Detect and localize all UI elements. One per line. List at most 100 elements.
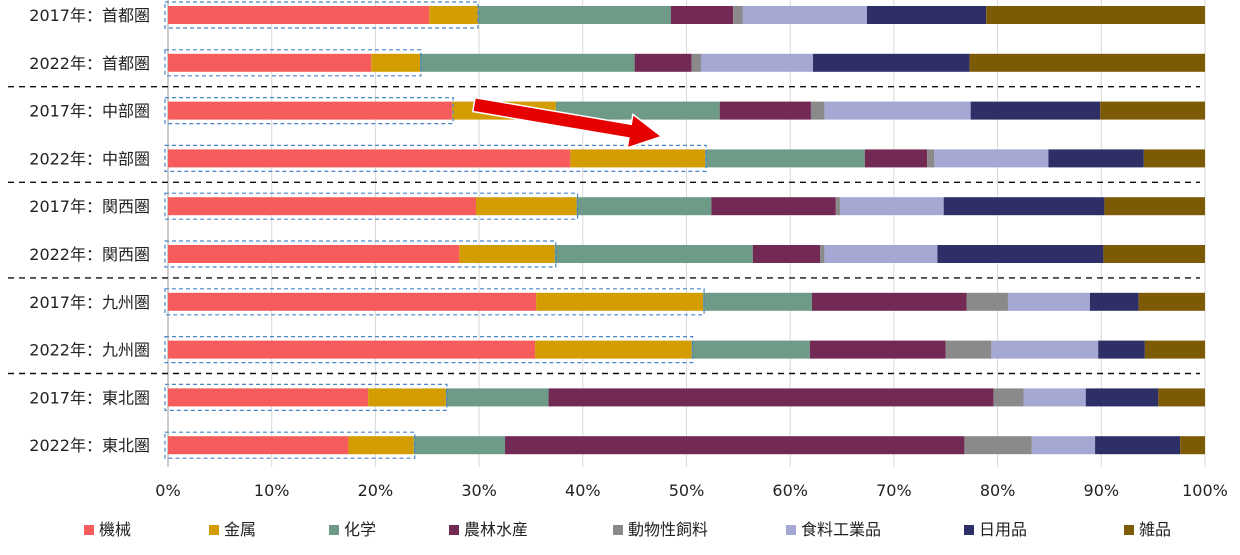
bar-segment [719, 101, 811, 120]
bar-segment [945, 340, 992, 359]
bar-segment [733, 6, 743, 24]
bar-segment [701, 53, 814, 72]
bar-segment [824, 101, 971, 120]
category-label: 2022年：東北圏 [29, 436, 150, 455]
bar-segment [943, 197, 1105, 216]
category-label: 2022年：首都圏 [29, 54, 150, 73]
x-tick-label: 10% [254, 481, 290, 500]
bar-segment [419, 53, 635, 72]
bar-segment [168, 197, 476, 216]
bar-segment [168, 6, 430, 24]
bar-segment [691, 53, 702, 72]
bar-segment [168, 101, 453, 120]
bar-segment [866, 6, 987, 24]
bar-segment [1095, 436, 1181, 455]
bar-segment [934, 149, 1049, 168]
category-label: 2017年：首都圏 [29, 6, 150, 25]
x-tick-label: 70% [876, 481, 912, 500]
highlight-box [164, 1, 479, 29]
bar-segment [459, 245, 555, 263]
bar-segment [168, 388, 369, 407]
legend-swatch [1124, 525, 1134, 535]
bar-segment [548, 388, 994, 407]
trend-arrow [471, 96, 664, 150]
bar-segment [1138, 292, 1205, 311]
bar-segment [168, 292, 537, 311]
bar-segment [554, 245, 753, 263]
bar-segment [1104, 197, 1205, 216]
bar-segment [991, 340, 1099, 359]
x-tick-label: 40% [565, 481, 601, 500]
bar-segment [371, 53, 420, 72]
bar-segment [811, 292, 967, 311]
bar-segment [576, 197, 712, 216]
bar-segment [413, 436, 506, 455]
highlight-box [164, 192, 579, 220]
bar-segment [505, 436, 965, 455]
highlight-box [164, 240, 557, 268]
x-tick-label: 50% [669, 481, 705, 500]
highlight-box [164, 144, 707, 172]
legend-label: 化学 [344, 520, 376, 539]
bar-segment [478, 6, 671, 24]
bar-segment [535, 340, 692, 359]
category-label: 2017年：九州圏 [29, 293, 150, 312]
bar-segment [711, 197, 836, 216]
legend-swatch [964, 525, 974, 535]
bar-segment [835, 197, 840, 216]
bar-segment [168, 436, 349, 455]
bar-segment [937, 245, 1104, 263]
legend-swatch [84, 525, 94, 535]
x-tick-label: 20% [358, 481, 394, 500]
legend-swatch [786, 525, 796, 535]
highlight-box [164, 49, 422, 77]
category-label: 2017年：中部圏 [29, 102, 150, 121]
bar-segment [475, 197, 577, 216]
legend-label: 食料工業品 [801, 520, 881, 539]
legend-label: 農林水産 [464, 520, 528, 539]
bar-segment [368, 388, 446, 407]
legend-swatch [449, 525, 459, 535]
bar-segment [1007, 292, 1090, 311]
bar-segment [742, 6, 867, 24]
bar-segment [1180, 436, 1205, 455]
bar-segment [752, 245, 821, 263]
category-label: 2022年：関西圏 [29, 245, 150, 264]
bar-segment [1143, 149, 1205, 168]
bar-segment [986, 6, 1205, 24]
legend-swatch [613, 525, 623, 535]
bar-segment [820, 245, 825, 263]
bar-segment [1144, 340, 1205, 359]
category-label: 2017年：東北圏 [29, 388, 150, 407]
legend-label: 機械 [99, 520, 131, 539]
bar-segment [705, 149, 865, 168]
bar-segment [839, 197, 944, 216]
bar-segment [634, 53, 692, 72]
x-tick-label: 100% [1182, 481, 1228, 500]
bar-segment [348, 436, 414, 455]
bar-segment [445, 388, 549, 407]
highlight-box [164, 336, 694, 364]
bar-segment [964, 436, 1032, 455]
category-label: 2022年：九州圏 [29, 341, 150, 360]
arrow-shape [471, 96, 664, 150]
bar-segment [168, 245, 460, 263]
bar-segment [809, 340, 946, 359]
bar-segment [555, 101, 720, 120]
bar-segment [1048, 149, 1144, 168]
bar-segment [168, 53, 372, 72]
legend-swatch [329, 525, 339, 535]
bar-segment [1023, 388, 1086, 407]
bar-segment [1158, 388, 1205, 407]
group-dividers [8, 85, 1200, 375]
bar-segment [864, 149, 928, 168]
highlight-box [164, 431, 416, 459]
legend: 機械 金属 化学 農林水産 動物性飼料 食料工業品 日用品 雑品 [84, 520, 1171, 539]
x-tick-label: 60% [772, 481, 808, 500]
x-tick-labels: 0% 10% 20% 30% 40% 50% 60% 70% 80% 90% 100% [155, 481, 1228, 500]
x-tick-label: 90% [1084, 481, 1120, 500]
bar-segment [1089, 292, 1139, 311]
x-tick-label: 30% [461, 481, 497, 500]
legend-label: 動物性飼料 [628, 520, 708, 539]
